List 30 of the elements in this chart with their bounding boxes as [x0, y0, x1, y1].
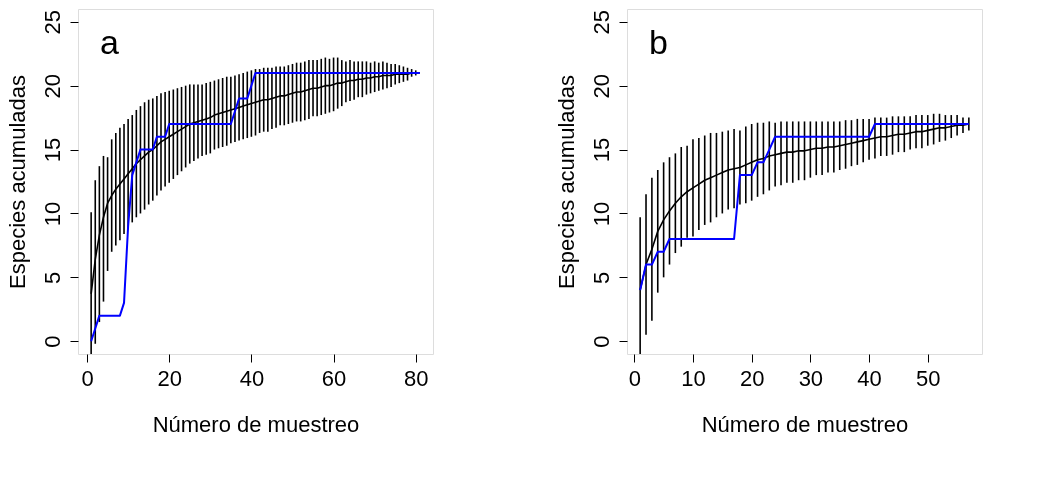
x-tick-label: 80	[404, 365, 429, 391]
x-tick-label: 40	[857, 365, 882, 391]
y-tick-label: 25	[588, 10, 614, 35]
line-series	[90, 71, 421, 343]
x-tick-label: 40	[239, 365, 265, 391]
y-tick-label: 5	[588, 271, 614, 284]
y-tick-label: 0	[588, 335, 614, 348]
annotation: a	[100, 23, 119, 61]
x-tick-label: 10	[681, 365, 706, 391]
y-axis-title: Especies acumuladas	[553, 74, 579, 290]
y-tick-label: 10	[588, 201, 614, 227]
y-tick-label: 15	[39, 137, 65, 163]
y-tick-label: 15	[588, 137, 614, 163]
annotation: b	[649, 23, 668, 61]
x-tick-label: 30	[798, 365, 824, 391]
y-axis-title: Especies acumuladas	[4, 74, 30, 290]
y-tick-label: 5	[39, 271, 65, 284]
x-tick-label: 50	[916, 365, 941, 391]
x-tick-label: 0	[628, 365, 641, 391]
x-tick-label: 60	[321, 365, 347, 391]
x-tick-label: 20	[739, 365, 765, 391]
x-tick-label: 0	[81, 365, 94, 391]
y-tick-label: 20	[39, 73, 65, 99]
y-tick-label: 20	[588, 73, 614, 99]
y-tick-label: 10	[39, 201, 65, 227]
y-tick-label: 0	[39, 335, 65, 348]
x-axis-title: Número de muestreo	[152, 411, 360, 437]
y-tick-label: 25	[39, 10, 65, 35]
x-tick-label: 20	[157, 365, 182, 391]
x-axis-title: Número de muestreo	[701, 411, 909, 437]
